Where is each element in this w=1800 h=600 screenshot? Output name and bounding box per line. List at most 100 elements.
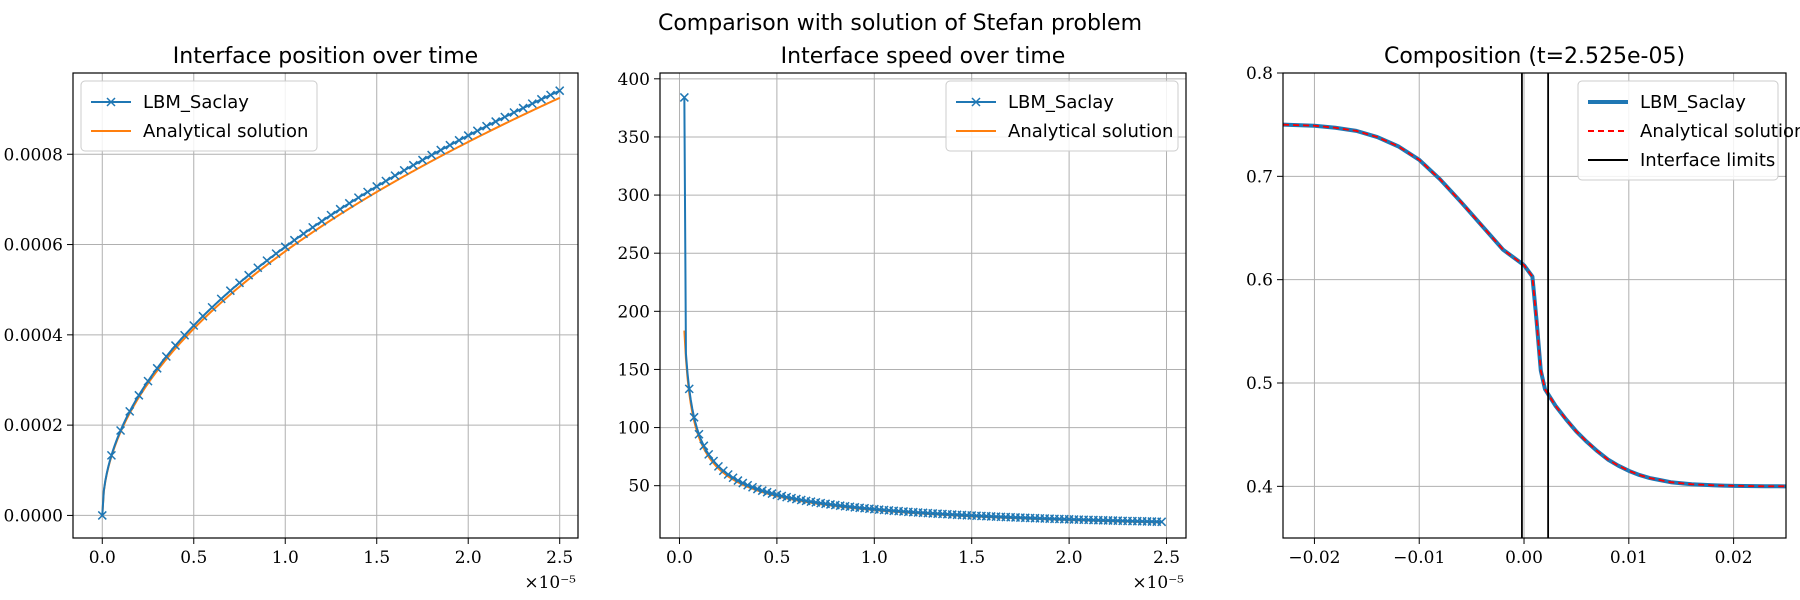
data-point-lbm-saclay xyxy=(189,320,199,331)
legend-marker-x xyxy=(971,97,981,107)
data-point-lbm-saclay xyxy=(500,112,510,122)
x-tick-label: 0.00 xyxy=(1505,548,1543,568)
series-line-lbm-saclay xyxy=(683,97,1162,523)
legend-marker-x xyxy=(106,97,116,107)
data-point-lbm-saclay xyxy=(244,270,254,280)
data-point-lbm-saclay xyxy=(344,198,354,208)
data-point-lbm-saclay xyxy=(289,235,299,245)
data-point-lbm-saclay xyxy=(262,256,272,266)
data-point-lbm-saclay xyxy=(225,286,235,296)
x-tick-label: 0.5 xyxy=(763,548,790,568)
y-tick-label: 0.8 xyxy=(1246,64,1273,84)
data-point-lbm-saclay xyxy=(684,384,694,394)
axes-frame xyxy=(72,72,579,539)
x-tick-label: 0.02 xyxy=(1715,548,1753,568)
panel-title: Interface speed over time xyxy=(781,44,1066,69)
legend-entry: LBM_Saclay xyxy=(1008,92,1114,113)
data-point-lbm-saclay xyxy=(198,311,208,321)
y-tick-label: 300 xyxy=(618,186,650,206)
legend-entry: Analytical solution xyxy=(143,121,308,142)
figure-suptitle: Comparison with solution of Stefan probl… xyxy=(658,11,1142,36)
data-point-lbm-saclay xyxy=(271,249,281,259)
data-point-lbm-saclay xyxy=(280,242,290,252)
data-point-lbm-saclay xyxy=(381,176,391,186)
data-point-lbm-saclay xyxy=(106,450,116,460)
data-point-lbm-saclay xyxy=(161,351,171,362)
data-point-lbm-saclay xyxy=(718,466,728,476)
legend: LBM_Saclay Analytical solution Interface l… xyxy=(1577,80,1800,181)
data-point-lbm-saclay xyxy=(299,229,309,239)
legend-box xyxy=(945,80,1179,152)
x-tick-label: 1.5 xyxy=(363,548,390,568)
plot-area xyxy=(683,97,1162,524)
y-tick-label: 100 xyxy=(618,419,650,439)
x-tick-label: 2.5 xyxy=(1153,548,1180,568)
x-tick-label: 1.0 xyxy=(272,548,299,568)
data-point-lbm-saclay xyxy=(253,263,263,273)
legend: LBM_Saclay Analytical solution xyxy=(945,80,1179,152)
x-tick-label: 0.5 xyxy=(180,548,207,568)
data-point-lbm-saclay xyxy=(463,131,473,141)
data-point-lbm-saclay xyxy=(207,302,217,312)
y-tick-label: 0.0004 xyxy=(4,326,63,346)
x-tick-label: 0.0 xyxy=(89,548,116,568)
legend-box xyxy=(80,80,318,152)
x-tick-label: 0.01 xyxy=(1610,548,1648,568)
x-multiplier-label: ×10⁻⁵ xyxy=(524,573,576,593)
data-point-lbm-saclay xyxy=(408,160,418,170)
data-point-lbm-saclay xyxy=(326,210,336,220)
data-point-lbm-saclay xyxy=(679,92,689,102)
legend-box xyxy=(1577,80,1779,181)
data-point-lbm-saclay xyxy=(728,473,738,483)
data-point-lbm-saclay xyxy=(234,278,245,288)
x-tick-label: 2.0 xyxy=(455,548,482,568)
data-point-lbm-saclay xyxy=(454,135,464,145)
data-point-lbm-saclay xyxy=(363,187,373,197)
data-point-lbm-saclay xyxy=(689,412,699,422)
data-point-lbm-saclay xyxy=(733,476,743,486)
data-point-lbm-saclay xyxy=(555,86,565,96)
x-tick-label: −0.01 xyxy=(1393,548,1445,568)
data-point-lbm-saclay xyxy=(527,99,537,109)
data-point-lbm-saclay xyxy=(704,449,714,459)
data-point-lbm-saclay xyxy=(694,429,704,439)
data-point-lbm-saclay xyxy=(546,90,556,100)
data-point-lbm-saclay xyxy=(536,94,546,104)
data-point-lbm-saclay xyxy=(518,103,528,113)
legend-entry: LBM_Saclay xyxy=(1640,92,1746,113)
data-point-lbm-saclay xyxy=(353,193,363,203)
y-tick-label: 0.5 xyxy=(1246,374,1273,394)
x-tick-label: 2.0 xyxy=(1056,548,1083,568)
y-tick-label: 400 xyxy=(618,70,650,90)
data-point-lbm-saclay xyxy=(481,121,492,131)
data-point-lbm-saclay xyxy=(417,155,428,165)
x-tick-label: 2.5 xyxy=(546,548,573,568)
data-point-lbm-saclay xyxy=(436,145,446,155)
data-point-lbm-saclay xyxy=(699,441,709,451)
data-point-lbm-saclay xyxy=(1157,517,1167,527)
data-point-lbm-saclay xyxy=(116,425,126,436)
legend-entry: Interface limits xyxy=(1640,150,1775,171)
series-line-analytical-solution xyxy=(101,96,561,516)
data-point-lbm-saclay xyxy=(308,222,318,232)
axes-frame xyxy=(1282,72,1787,539)
y-tick-label: 50 xyxy=(628,477,650,497)
data-point-lbm-saclay xyxy=(509,107,519,118)
data-point-lbm-saclay xyxy=(134,390,144,400)
y-tick-label: 0.0000 xyxy=(4,506,63,526)
data-point-lbm-saclay xyxy=(372,181,382,191)
y-tick-label: 0.6 xyxy=(1246,271,1273,291)
y-tick-label: 350 xyxy=(618,128,650,148)
legend-entry: LBM_Saclay xyxy=(143,92,249,113)
data-point-lbm-saclay xyxy=(738,478,748,488)
data-point-lbm-saclay xyxy=(152,363,162,373)
x-tick-label: −0.02 xyxy=(1288,548,1340,568)
legend-entry: Analytical solution xyxy=(1640,121,1800,142)
y-tick-label: 0.4 xyxy=(1246,477,1273,497)
y-tick-label: 0.7 xyxy=(1246,167,1273,187)
data-point-lbm-saclay xyxy=(748,482,758,492)
data-point-lbm-saclay xyxy=(752,484,762,494)
panel-composition: −0.02 −0.01 0.00 0.01 0.02 0.4 0.5 0.6 0.7 0.8 Com… xyxy=(1246,44,1800,568)
y-tick-label: 200 xyxy=(618,302,650,322)
series-line-analytical-solution xyxy=(1283,123,1786,488)
